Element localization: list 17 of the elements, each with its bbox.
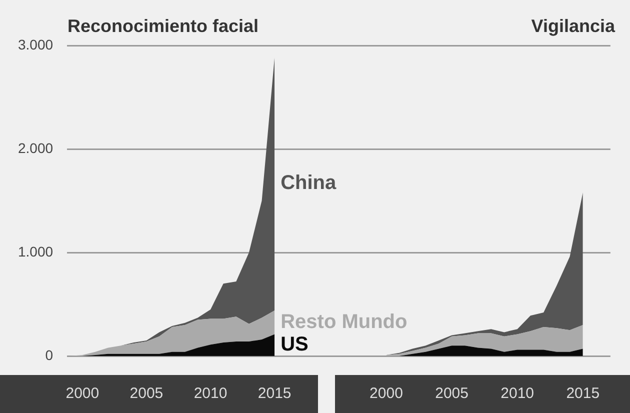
chart-title: Reconocimiento facial — [67, 16, 259, 36]
series-label: US — [280, 334, 308, 356]
x-tick-label: 2015 — [566, 385, 600, 402]
y-tick-label: 2.000 — [18, 140, 54, 156]
x-tick-label: 2005 — [130, 385, 164, 402]
x-tick-label: 2005 — [435, 385, 468, 402]
x-tick-label: 2015 — [258, 385, 292, 402]
x-tick-label: 2010 — [194, 385, 228, 402]
y-tick-label: 1.000 — [18, 243, 54, 260]
y-tick-label: 3.000 — [18, 36, 54, 52]
series-label: Resto Mundo — [280, 310, 408, 333]
y-tick-label: 0 — [45, 346, 54, 363]
x-tick-label: 2000 — [370, 385, 403, 402]
series-label: China — [280, 172, 338, 194]
x-tick-label: 2010 — [500, 385, 534, 402]
x-tick-label: 2000 — [66, 385, 100, 402]
chart-title: Vigilancia — [531, 16, 616, 36]
